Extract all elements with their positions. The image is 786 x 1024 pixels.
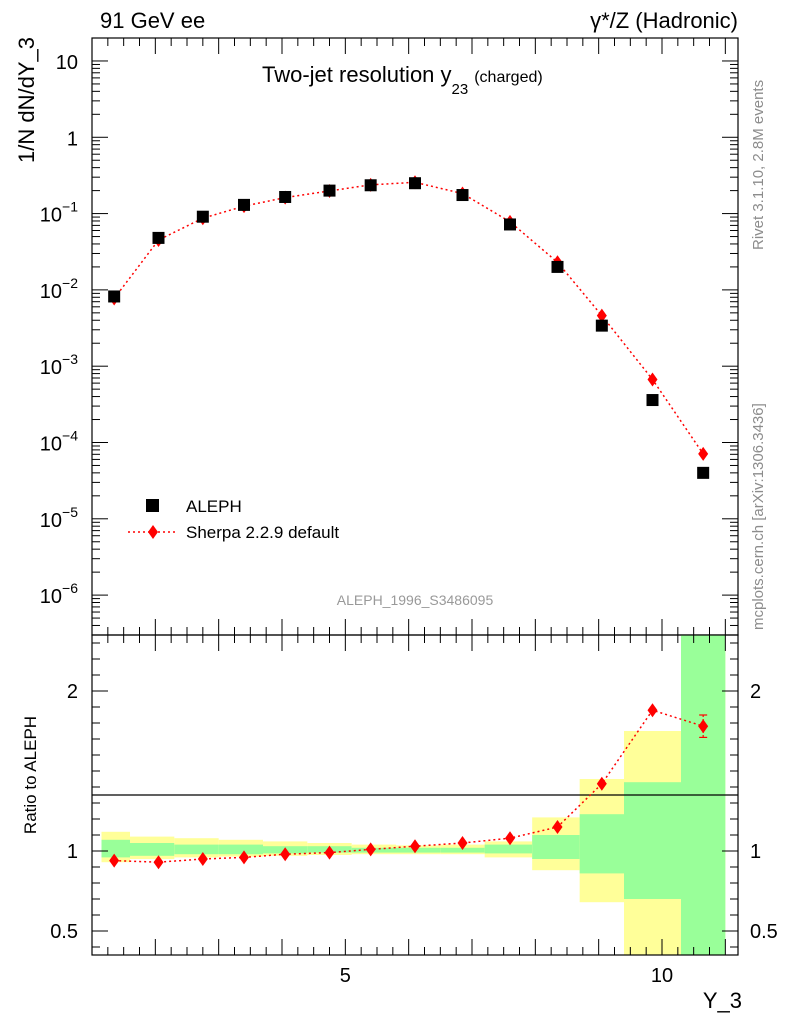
ratio-band-green [624,782,681,899]
ratio-band-green [396,847,441,853]
sherpa-ratio-point [324,845,335,860]
ratio-y-tick-label: 1 [67,841,78,863]
ratio-y-axis: 0.5 0.5 1 1 2 2 [50,642,778,948]
aleph-point [108,290,121,303]
main-y-tick-label: 10−3 [40,351,78,379]
legend-aleph-label: ALEPH [186,497,242,516]
main-y-tick-label: 10−5 [40,504,78,532]
header-left: 91 GeV ee [100,8,205,33]
rivet-version-label: Rivet 3.1.10, 2.8M events [750,80,767,250]
main-y-tick-label: 10−2 [40,275,78,303]
sherpa-ratio-point [647,703,658,718]
main-frame [91,37,739,636]
sherpa-ratio-point [457,836,468,850]
sherpa-line [113,181,704,455]
legend: ALEPH Sherpa 2.2.9 default [128,497,339,542]
aleph-point [409,177,421,190]
aleph-point [504,218,516,231]
ratio-y-tick-label: 0.5 [50,921,78,943]
main-y-tick-label: 10−1 [40,199,78,227]
sherpa-ratio-point [698,719,709,734]
sherpa-ratio-series [109,703,709,870]
ratio-band-green [130,843,175,856]
legend-sherpa-marker [148,525,158,539]
header-right: γ*/Z (Hadronic) [590,8,738,33]
sherpa-ratio-point [365,842,376,857]
sherpa-ratio-point [197,852,208,866]
sherpa-point [647,372,658,387]
legend-aleph-marker [146,499,159,512]
aleph-point [646,394,659,407]
main-y-tick-label: 10−4 [40,427,78,455]
ratio-band-green [532,835,580,859]
main-y-tick-label: 10 [56,52,78,74]
ratio-band-green [174,844,219,855]
main-y-tick-label: 1 [67,128,78,150]
ratio-y-label: Ratio to ALEPH [21,716,40,834]
sherpa-ratio-point [280,847,291,862]
chart-title-suffix: (charged) [474,69,542,86]
sherpa-ratio-point [410,839,420,854]
ratio-y-tick-label-right: 2 [750,681,761,703]
ratio-panel: 0.5 0.5 1 1 2 2 5 10 Ratio to ALEPH Y_3 [21,634,778,1013]
main-y-tick-label: 10−6 [40,580,78,608]
ratio-band-green [579,814,624,874]
aleph-point [238,198,250,211]
sherpa-ratio-point [153,855,164,870]
main-x-axis [91,38,726,635]
ratio-band-green [101,839,130,858]
chart-title-main: Two-jet resolution y [262,62,452,87]
sherpa-ratio-line [114,709,704,863]
aleph-point [152,231,165,244]
ratio-band-green [440,847,485,853]
aleph-point [551,260,564,273]
ratio-x-tick-label: 10 [651,965,673,987]
ratio-band-green [218,844,263,855]
aleph-point [196,210,209,223]
aleph-point [697,466,710,479]
ratio-frame [91,634,739,956]
main-y-axis: 10 1 10−1 10−2 10−3 10−4 10−5 10−6 [40,37,738,636]
ratio-band-green [484,844,533,854]
ratio-y-tick-label-right: 0.5 [750,921,778,943]
aleph-series [108,177,710,479]
ratio-y-tick-label: 2 [67,681,78,703]
sherpa-ratio-point [109,853,120,868]
sherpa-ratio-point [552,820,563,834]
chart-title: Two-jet resolution y23 (charged) [262,62,543,98]
ratio-x-axis: 5 10 [91,635,726,987]
main-y-label: 1/N dN/dY_3 [14,37,39,163]
chart-title-subscript: 23 [452,81,469,98]
sherpa-ratio-point [239,850,249,865]
ratio-x-tick-label: 5 [340,965,351,987]
aleph-point [364,179,377,192]
x-axis-label: Y_3 [703,988,742,1013]
analysis-watermark: ALEPH_1996_S3486095 [337,592,494,608]
mcplots-source-label: mcplots.cern.ch [arXiv:1306.3436] [750,403,767,630]
aleph-point [323,184,336,197]
sherpa-ratio-point [505,831,515,846]
aleph-point [595,319,608,332]
ratio-y-tick-label-right: 1 [750,841,761,863]
sherpa-point [698,446,709,461]
legend-sherpa-label: Sherpa 2.2.9 default [186,523,339,542]
sherpa-point [596,308,607,323]
sherpa-ratio-point [596,776,607,791]
aleph-point [456,189,469,202]
aleph-point [279,190,292,203]
